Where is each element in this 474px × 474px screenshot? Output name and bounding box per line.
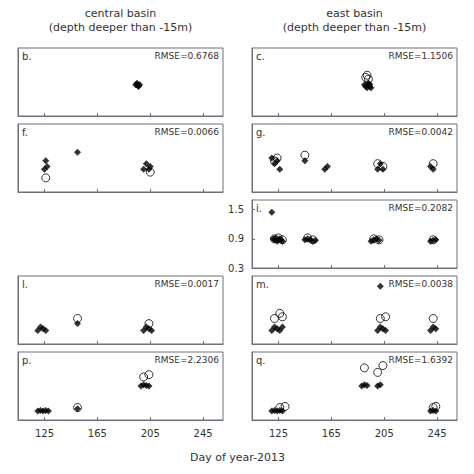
svg-text:Day of year-2013: Day of year-2013 [190,451,285,464]
svg-text:RMSE=0.2082: RMSE=0.2082 [389,203,453,213]
svg-text:125: 125 [269,428,288,439]
svg-text:m.: m. [256,279,269,290]
svg-text:g.: g. [256,127,266,138]
svg-text:(depth deeper than -15m): (depth deeper than -15m) [283,21,427,34]
svg-text:f.: f. [22,127,28,138]
svg-text:205: 205 [375,428,394,439]
svg-text:p.: p. [22,355,32,366]
svg-text:205: 205 [141,428,160,439]
svg-text:east basin: east basin [326,7,383,20]
svg-text:RMSE=0.0038: RMSE=0.0038 [389,279,454,289]
svg-text:165: 165 [322,428,341,439]
svg-text:RMSE=0.6768: RMSE=0.6768 [155,51,220,61]
svg-text:245: 245 [428,428,447,439]
svg-text:245: 245 [194,428,213,439]
svg-text:i.: i. [256,203,262,214]
svg-text:0.3: 0.3 [228,263,244,274]
svg-text:RMSE=0.0017: RMSE=0.0017 [155,279,219,289]
svg-text:q.: q. [256,355,266,366]
svg-text:c.: c. [256,51,265,62]
svg-text:RMSE=2.2306: RMSE=2.2306 [155,355,220,365]
svg-text:165: 165 [88,428,107,439]
svg-text:central basin: central basin [85,7,156,20]
svg-text:(depth deeper than -15m): (depth deeper than -15m) [49,21,193,34]
svg-text:125: 125 [35,428,54,439]
svg-text:RMSE=0.0042: RMSE=0.0042 [389,127,453,137]
svg-text:b.: b. [22,51,32,62]
svg-text:1.5: 1.5 [228,204,244,215]
svg-text:RMSE=0.0066: RMSE=0.0066 [155,127,220,137]
svg-text:RMSE=1.1506: RMSE=1.1506 [389,51,454,61]
svg-text:l.: l. [22,279,28,290]
svg-text:RMSE=1.6392: RMSE=1.6392 [389,355,453,365]
svg-text:0.9: 0.9 [228,233,244,244]
